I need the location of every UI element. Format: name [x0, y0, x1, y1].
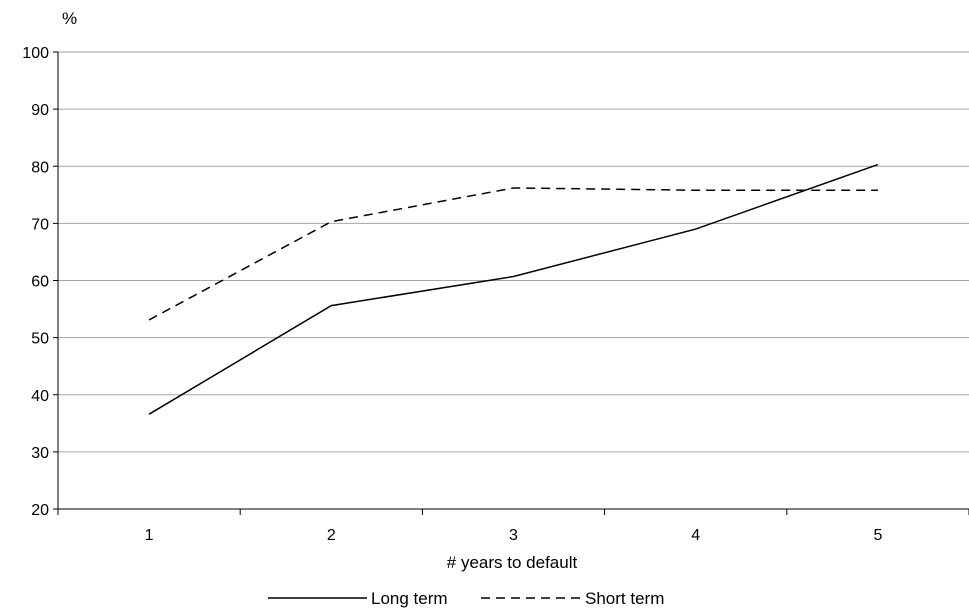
y-tick-label-70: 70 [31, 216, 49, 233]
series-line-long-term [148, 163, 879, 415]
axes [53, 51, 969, 515]
x-axis-title: # years to default [447, 553, 578, 572]
y-tick-label-90: 90 [31, 102, 49, 119]
y-tick-labels: 20 30 40 50 60 70 80 90 100 [22, 45, 49, 519]
x-tick-label-1: 1 [145, 527, 154, 544]
y-tick-label-30: 30 [31, 445, 49, 462]
series-line-short-term [148, 187, 878, 321]
y-axis-unit: % [62, 9, 77, 28]
series-lines [148, 163, 879, 415]
gridlines [58, 51, 969, 453]
y-tick-label-80: 80 [31, 159, 49, 176]
y-tick-label-40: 40 [31, 388, 49, 405]
x-tick-label-5: 5 [873, 527, 882, 544]
legend: Long term Short term [268, 589, 664, 608]
x-tick-label-3: 3 [509, 527, 518, 544]
x-tick-label-4: 4 [691, 527, 700, 544]
y-tick-label-60: 60 [31, 274, 49, 291]
x-tick-label-2: 2 [327, 527, 336, 544]
y-tick-label-50: 50 [31, 331, 49, 348]
x-tick-labels: 1 2 3 4 5 [145, 527, 883, 544]
y-tick-label-100: 100 [22, 45, 49, 62]
y-tick-label-20: 20 [31, 502, 49, 519]
legend-label-long-term: Long term [371, 589, 448, 608]
legend-label-short-term: Short term [585, 589, 664, 608]
